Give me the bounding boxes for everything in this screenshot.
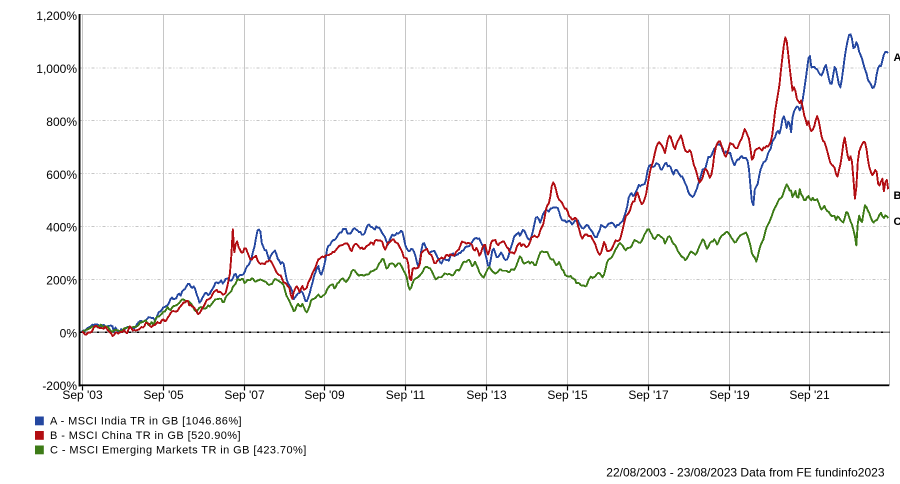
svg-text:Sep '15: Sep '15 xyxy=(547,388,588,402)
svg-text:1,200%: 1,200% xyxy=(36,9,77,23)
svg-text:Sep '11: Sep '11 xyxy=(386,388,426,402)
svg-text:Sep '05: Sep '05 xyxy=(143,388,184,402)
svg-text:Sep '07: Sep '07 xyxy=(224,388,265,402)
svg-text:A - MSCI India TR in GB [1046.: A - MSCI India TR in GB [1046.86%] xyxy=(50,416,242,428)
svg-text:Sep '13: Sep '13 xyxy=(466,388,507,402)
svg-text:Sep '19: Sep '19 xyxy=(709,388,750,402)
svg-text:Sep '09: Sep '09 xyxy=(304,388,345,402)
svg-text:400%: 400% xyxy=(46,221,77,235)
svg-text:200%: 200% xyxy=(46,274,77,288)
svg-text:Sep '03: Sep '03 xyxy=(62,388,103,402)
svg-text:C: C xyxy=(894,216,900,228)
svg-text:800%: 800% xyxy=(46,115,77,129)
svg-text:1,000%: 1,000% xyxy=(36,62,77,76)
svg-text:B: B xyxy=(894,190,900,202)
svg-text:Sep '21: Sep '21 xyxy=(789,388,830,402)
svg-text:0%: 0% xyxy=(60,326,78,340)
svg-text:Sep '17: Sep '17 xyxy=(628,388,669,402)
svg-text:22/08/2003 - 23/08/2023 Data f: 22/08/2003 - 23/08/2023 Data from FE fun… xyxy=(606,466,885,480)
svg-text:A: A xyxy=(894,52,900,64)
svg-text:-200%: -200% xyxy=(42,379,77,393)
svg-text:600%: 600% xyxy=(46,168,77,182)
svg-text:B - MSCI China TR in GB [520.9: B - MSCI China TR in GB [520.90%] xyxy=(50,430,241,442)
svg-text:C - MSCI Emerging Markets TR i: C - MSCI Emerging Markets TR in GB [423.… xyxy=(50,445,307,457)
